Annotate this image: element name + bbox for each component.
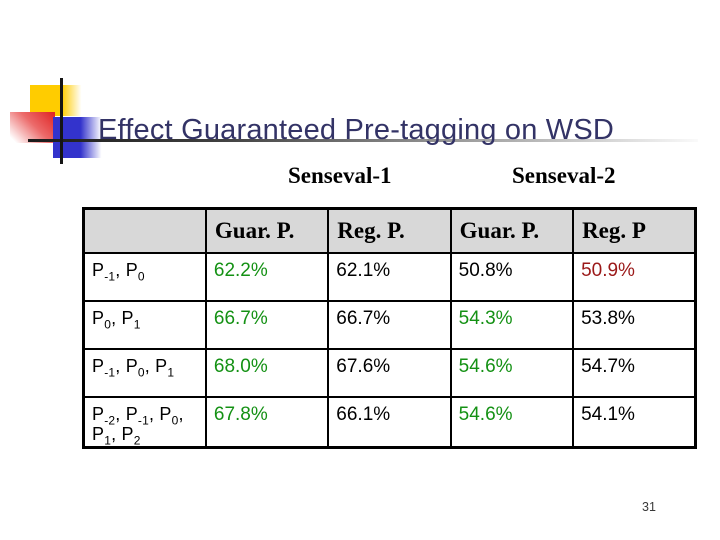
column-header-cell: Guar. P. xyxy=(204,207,330,254)
value-cell: 62.2% xyxy=(204,252,330,302)
column-header-cell: Reg. P xyxy=(572,207,697,254)
row-label-cell: P-1, P0, P1 xyxy=(82,348,207,398)
value-cell: 53.8% xyxy=(572,300,697,350)
title-underline-line xyxy=(28,139,698,142)
value-cell: 66.7% xyxy=(327,300,452,350)
table-header-row: Guar. P. Reg. P. Guar. P. Reg. P xyxy=(82,207,697,254)
value-cell: 50.8% xyxy=(449,252,575,302)
senseval-1-group-header: Senseval-1 xyxy=(288,163,392,188)
table-row: P-1, P0 62.2% 62.1% 50.8% 50.9% xyxy=(82,252,697,302)
value-cell: 67.8% xyxy=(204,396,330,449)
accent-yellow-square xyxy=(30,85,83,116)
accent-vertical-line xyxy=(60,78,63,164)
value-cell: 50.9% xyxy=(572,252,697,302)
row-label-cell: P-2, P-1, P0, P1, P2 xyxy=(82,396,207,449)
table-row: P-2, P-1, P0, P1, P2 67.8% 66.1% 54.6% 54.1% xyxy=(82,396,697,449)
senseval-2-group-header: Senseval-2 xyxy=(512,163,616,188)
value-cell: 54.6% xyxy=(449,396,575,449)
corner-header-cell xyxy=(82,207,207,254)
table-body: P-1, P0 62.2% 62.1% 50.8% 50.9% P0, P1 66.7% 66… xyxy=(82,252,697,449)
results-table: Guar. P. Reg. P. Guar. P. Reg. P P-1, P0 62.… xyxy=(82,207,697,450)
value-cell: 67.6% xyxy=(327,348,452,398)
page-number: 31 xyxy=(642,500,656,514)
accent-red-square xyxy=(10,112,55,143)
column-header-cell: Reg. P. xyxy=(327,207,452,254)
value-cell: 54.3% xyxy=(449,300,575,350)
value-cell: 66.1% xyxy=(327,396,452,449)
table-row: P-1, P0, P1 68.0% 67.6% 54.6% 54.7% xyxy=(82,348,697,398)
value-cell: 66.7% xyxy=(204,300,330,350)
slide-title: Effect Guaranteed Pre-tagging on WSD xyxy=(98,114,615,147)
column-header-cell: Guar. P. xyxy=(449,207,575,254)
value-cell: 54.1% xyxy=(572,396,697,449)
table-head: Guar. P. Reg. P. Guar. P. Reg. P xyxy=(82,207,697,254)
value-cell: 54.7% xyxy=(572,348,697,398)
value-cell: 62.1% xyxy=(327,252,452,302)
row-label-cell: P0, P1 xyxy=(82,300,207,350)
value-cell: 68.0% xyxy=(204,348,330,398)
table-row: P0, P1 66.7% 66.7% 54.3% 53.8% xyxy=(82,300,697,350)
row-label-cell: P-1, P0 xyxy=(82,252,207,302)
value-cell: 54.6% xyxy=(449,348,575,398)
